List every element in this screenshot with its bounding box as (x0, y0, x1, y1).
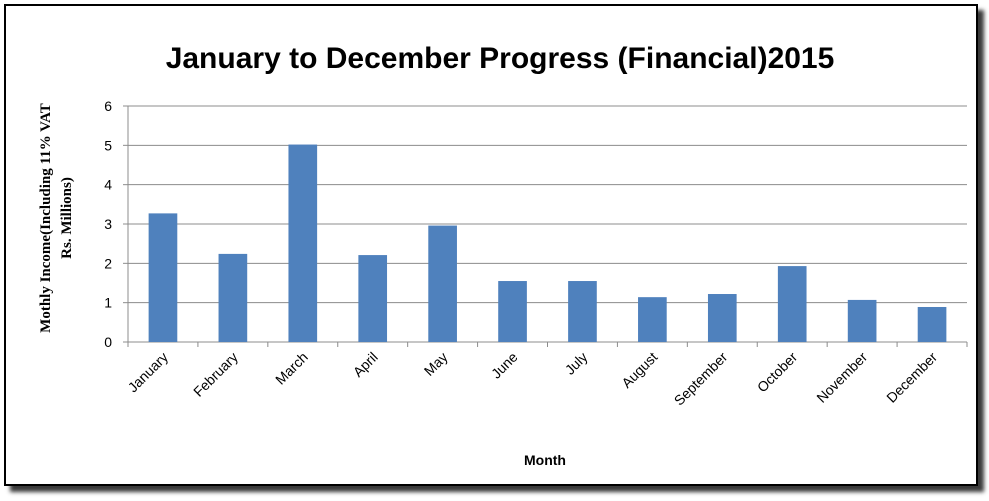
x-tick-label: November (813, 349, 870, 406)
x-tick-label: July (562, 349, 591, 378)
bar-february (218, 253, 248, 342)
bar-september (707, 294, 737, 342)
bars (148, 144, 947, 342)
y-axis-label-line-2: Rs. Millions) (59, 177, 75, 259)
y-axis-label-line-1: Mothly Income(Including 11% VAT (38, 103, 54, 333)
y-tick-label: 4 (104, 177, 112, 193)
bar-march (288, 144, 318, 342)
axes (127, 106, 968, 347)
bar-january (148, 213, 178, 342)
x-tick-labels: January February March April May June July Augu… (125, 349, 941, 409)
y-tick-label: 5 (104, 137, 112, 153)
bar-august (638, 297, 667, 342)
bar-december (917, 306, 947, 342)
bar-chart: January to December Progress (Financial)… (38, 42, 968, 468)
x-tick-label: January (125, 349, 172, 396)
x-tick-label: June (488, 349, 521, 382)
bar-june (498, 281, 527, 342)
x-axis-label: Month (524, 452, 566, 468)
y-tick-label: 6 (104, 98, 112, 114)
y-tick-label: 0 (104, 334, 112, 350)
y-axis-label: Mothly Income(Including 11% VAT Rs. Mill… (38, 103, 75, 333)
y-tick-label: 2 (104, 255, 112, 271)
gridlines (123, 105, 967, 343)
x-tick-label: May (421, 349, 451, 379)
y-tick-label: 1 (104, 295, 112, 311)
chart-title: January to December Progress (Financial)… (166, 42, 835, 75)
x-tick-label: August (618, 349, 660, 391)
bar-april (358, 255, 388, 342)
x-tick-label: February (190, 349, 241, 400)
chart-frame: January to December Progress (Financial)… (4, 4, 978, 486)
x-tick-label: December (883, 349, 940, 406)
y-tick-label: 3 (104, 216, 112, 232)
y-tick-labels: 0 1 2 3 4 5 6 (104, 98, 112, 350)
x-tick-label: April (350, 349, 381, 380)
bar-october (777, 266, 807, 342)
x-tick-label: March (272, 349, 311, 388)
bar-july (568, 281, 597, 342)
x-tick-label: October (754, 349, 801, 396)
x-tick-label: September (671, 349, 731, 409)
bar-may (428, 225, 457, 342)
bar-november (847, 299, 877, 342)
